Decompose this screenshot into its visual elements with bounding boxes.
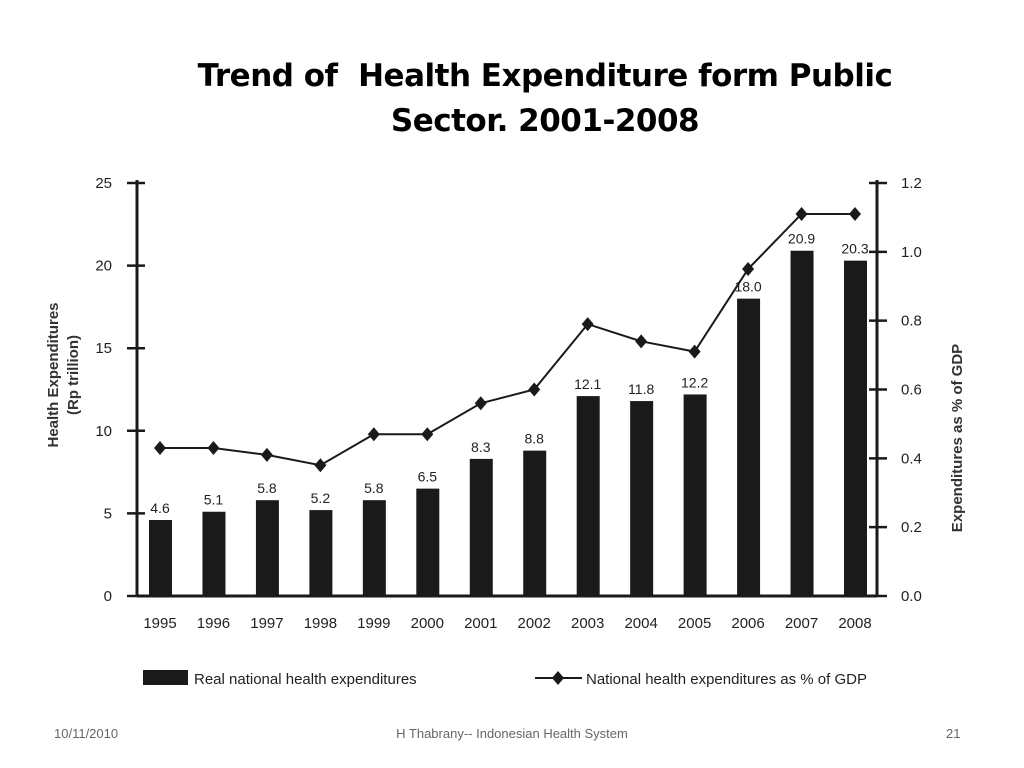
bar — [309, 510, 333, 596]
footer-page: 21 — [946, 726, 961, 741]
footer-date: 10/11/2010 — [54, 726, 119, 741]
gdp-marker — [474, 396, 487, 411]
left-tick-label: 0 — [104, 588, 112, 605]
right-tick-label: 0.6 — [901, 382, 922, 399]
bar — [416, 488, 440, 596]
footer-center: H Thabrany-- Indonesian Health System — [396, 726, 628, 741]
gdp-marker — [421, 427, 434, 442]
bar — [202, 511, 226, 596]
bar-data-label: 5.2 — [311, 490, 331, 506]
title-line-2: Sector. 2001-2008 — [390, 103, 700, 139]
x-tick-label: 2003 — [571, 615, 604, 632]
x-tick-label: 2000 — [411, 615, 444, 632]
bar — [790, 250, 814, 596]
bar-data-label: 6.5 — [418, 469, 438, 485]
bar-data-label: 4.6 — [150, 500, 170, 516]
bar-data-label: 11.8 — [628, 381, 654, 397]
gdp-marker — [581, 317, 594, 332]
right-tick-label: 0.2 — [901, 519, 922, 536]
bar-data-label: 5.8 — [364, 480, 384, 496]
title-line-1: Trend of Health Expenditure form Public — [197, 58, 893, 94]
bar-data-label: 8.3 — [471, 439, 491, 455]
right-tick-label: 1.0 — [901, 244, 922, 261]
bar — [362, 500, 386, 596]
left-tick-label: 20 — [95, 258, 112, 275]
x-tick-label: 2006 — [731, 615, 764, 632]
legend-bar-label: Real national health expenditures — [194, 671, 417, 688]
x-tick-label: 2008 — [838, 615, 871, 632]
bar — [844, 260, 867, 596]
x-tick-label: 2005 — [678, 615, 711, 632]
gdp-marker — [688, 344, 701, 359]
left-tick-label: 15 — [95, 340, 112, 357]
x-tick-label: 2004 — [624, 615, 657, 632]
bar — [630, 401, 654, 596]
bar-data-label: 5.8 — [257, 480, 277, 496]
legend-diamond-icon — [552, 671, 564, 685]
right-tick-label: 0.4 — [901, 450, 922, 467]
right-tick-label: 0.0 — [901, 588, 922, 605]
left-tick-label: 25 — [95, 175, 112, 192]
y-axis-label-line1: Health Expenditures — [45, 302, 62, 447]
gdp-marker — [795, 206, 808, 221]
gdp-marker — [154, 441, 166, 456]
bar — [576, 396, 600, 596]
right-tick-label: 0.8 — [901, 313, 922, 330]
bar-data-label: 20.9 — [788, 231, 815, 247]
x-tick-label: 2007 — [785, 615, 818, 632]
gdp-marker — [260, 447, 273, 462]
bar-data-label: 18.0 — [734, 279, 761, 295]
right-tick-label: 1.2 — [901, 175, 922, 192]
chart-title: Trend of Health Expenditure form Public … — [150, 54, 940, 144]
bar — [149, 520, 172, 596]
bar-data-label: 12.1 — [574, 376, 601, 392]
x-tick-label: 1995 — [143, 615, 176, 632]
x-tick-label: 1999 — [357, 615, 390, 632]
gdp-marker — [528, 382, 541, 397]
x-tick-label: 2002 — [518, 615, 551, 632]
x-tick-label: 1996 — [197, 615, 230, 632]
gdp-marker — [742, 262, 755, 277]
x-tick-label: 2001 — [464, 615, 497, 632]
gdp-marker — [635, 334, 648, 349]
gdp-marker — [314, 458, 327, 473]
y-axis-label-line2: (Rp trillion) — [65, 335, 82, 415]
x-tick-label: 1997 — [250, 615, 283, 632]
bar — [523, 450, 547, 596]
bar-data-label: 20.3 — [841, 241, 868, 257]
bar-data-label: 8.8 — [524, 431, 544, 447]
x-tick-label: 1998 — [304, 615, 337, 632]
bar-data-label: 12.2 — [681, 374, 708, 390]
bar — [737, 298, 761, 596]
left-tick-label: 5 — [104, 505, 112, 522]
gdp-marker — [207, 441, 220, 456]
bar — [255, 500, 279, 596]
bar — [469, 458, 493, 596]
bar — [683, 394, 707, 596]
gdp-line — [160, 212, 855, 467]
gdp-marker — [849, 206, 861, 221]
bar-data-label: 5.1 — [204, 492, 224, 508]
legend-line-label: National health expenditures as % of GDP — [586, 671, 867, 688]
y2-axis-label: Expenditures as % of GDP — [949, 344, 966, 532]
left-tick-label: 10 — [95, 423, 112, 440]
legend-bar-swatch — [143, 670, 188, 685]
gdp-marker — [367, 427, 380, 442]
